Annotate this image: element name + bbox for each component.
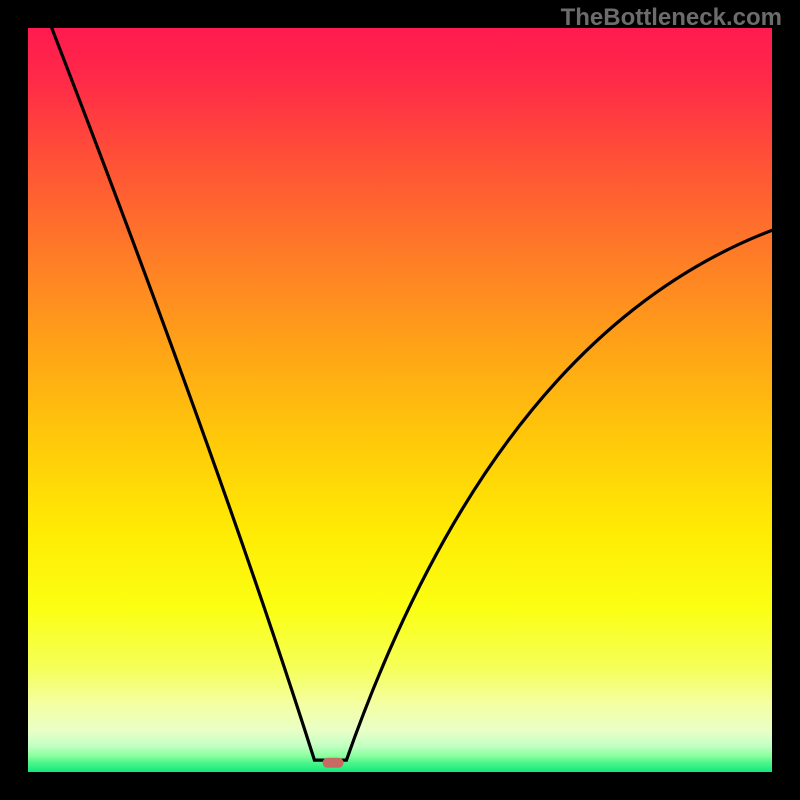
- watermark-text: TheBottleneck.com: [561, 4, 782, 32]
- bottleneck-curve: [28, 28, 772, 772]
- curve-path: [50, 28, 772, 760]
- plot-area: [28, 28, 772, 772]
- optimal-marker: [323, 757, 344, 767]
